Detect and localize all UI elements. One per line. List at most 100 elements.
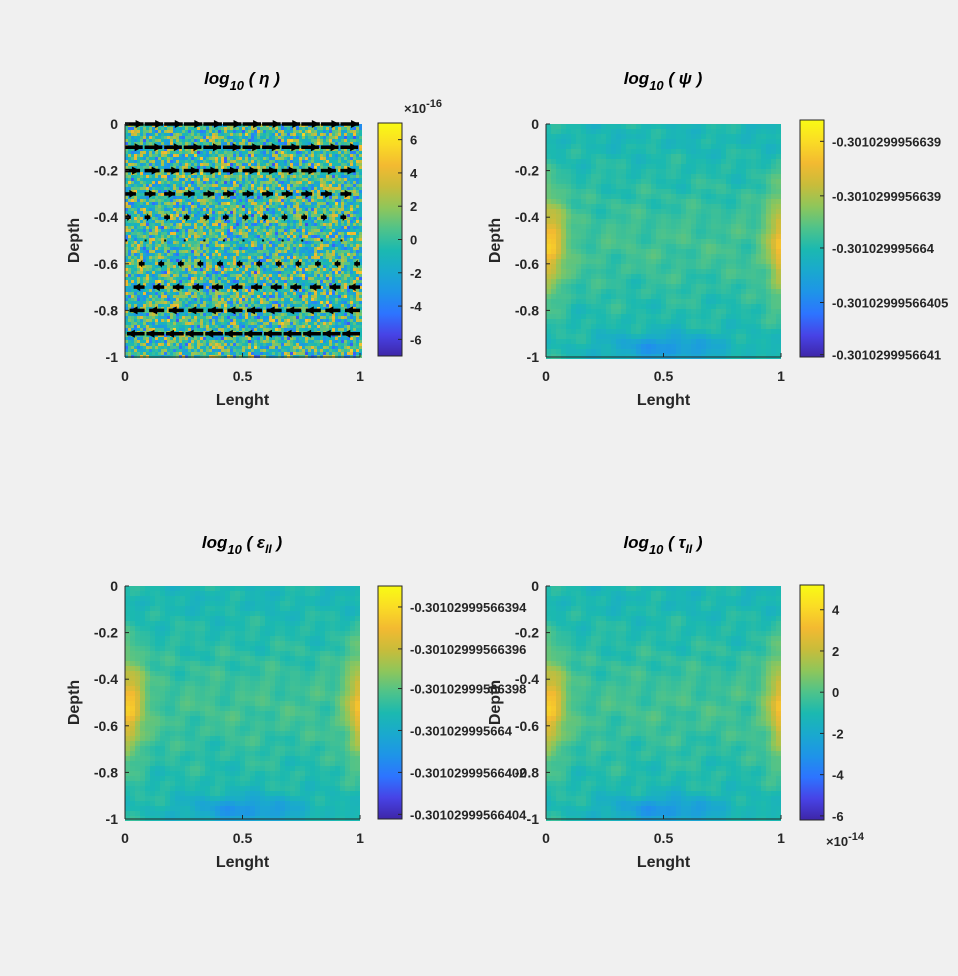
arrow-head — [205, 329, 214, 338]
heatmap-field — [125, 586, 360, 821]
arrow-head — [188, 306, 197, 315]
arrow — [183, 239, 186, 242]
arrow-head — [325, 189, 332, 198]
arrow-head — [194, 120, 203, 128]
x-axis-label: Lenght — [637, 392, 691, 409]
arrow — [125, 239, 127, 242]
arrow-head — [331, 120, 340, 128]
x-tick-label: 0 — [121, 830, 129, 846]
arrow-head — [311, 120, 320, 128]
arrow-head — [244, 213, 249, 222]
arrow-head — [263, 329, 272, 338]
arrow-head — [148, 189, 156, 198]
y-tick-label: -1 — [106, 811, 119, 827]
arrow-head — [211, 283, 219, 292]
arrow-head — [351, 120, 360, 128]
arrow-head — [305, 189, 313, 198]
panel-tau: 0 0.5 1 0 -0.2 -0.4 -0.6 -0.8 -1 Lenght Depth log10… — [487, 533, 865, 871]
arrow-head — [207, 306, 216, 315]
y-tick-label: -0.6 — [515, 718, 539, 734]
colorbar-tick-label: -4 — [410, 299, 422, 314]
colorbar-tick-label: -6 — [410, 332, 422, 347]
arrow-head — [283, 213, 288, 222]
x-tick-label: 1 — [777, 830, 785, 846]
arrow-head — [303, 213, 307, 222]
arrow-head — [288, 166, 297, 175]
arrow-head — [207, 189, 215, 198]
colorbar-tick-label: -2 — [410, 266, 422, 281]
axes: 0 0.5 1 0 -0.2 -0.4 -0.6 -0.8 -1 — [515, 116, 785, 384]
arrow-head — [213, 120, 222, 128]
heatmap-field — [546, 586, 781, 821]
arrow-head — [233, 120, 242, 128]
x-tick-label: 0.5 — [233, 368, 253, 384]
colorbar-tick-label: 0 — [410, 233, 417, 248]
colorbar: 6 4 2 0 -2 -4 -6 ×10-16 — [377, 98, 442, 357]
arrow-head — [158, 259, 162, 268]
arrow-head — [231, 283, 239, 292]
arrow-head — [236, 259, 241, 268]
arrow-head — [229, 166, 238, 175]
x-axis-label: Lenght — [216, 392, 270, 409]
y-axis-label: Depth — [66, 218, 83, 263]
y-tick-label: -0.6 — [515, 256, 539, 272]
arrow-head — [126, 329, 135, 338]
y-tick-label: -0.4 — [515, 671, 539, 687]
y-tick-label: -0.6 — [94, 718, 118, 734]
arrow-head — [232, 143, 241, 152]
panel-title: log10 ( τII ) — [623, 533, 702, 557]
colorbar-tick-label: -0.301029995664 — [410, 723, 513, 738]
arrow-head — [186, 213, 190, 222]
arrow-head — [344, 189, 352, 198]
y-tick-label: -0.2 — [515, 163, 539, 179]
y-tick-label: -0.8 — [94, 764, 118, 780]
arrow-head — [151, 166, 160, 175]
arrow-head — [251, 283, 258, 292]
arrow-head — [350, 143, 359, 152]
colorbar-tick-label: -0.3010299956641 — [832, 348, 941, 363]
x-axis-label: Lenght — [216, 854, 270, 871]
colorbar-tick-label: -0.301029995664 — [832, 241, 935, 256]
arrow-head — [295, 259, 299, 268]
arrow-head — [347, 166, 356, 175]
x-tick-label: 1 — [777, 368, 785, 384]
colorbar-exponent: ×10-14 — [826, 831, 865, 849]
arrow-head — [134, 143, 143, 152]
arrow-head — [266, 306, 275, 315]
arrow-head — [272, 120, 281, 128]
colorbar-tick-label: 4 — [410, 166, 418, 181]
arrow-head — [213, 143, 222, 152]
x-tick-label: 1 — [356, 830, 364, 846]
arrow — [203, 239, 206, 242]
y-tick-label: -0.8 — [94, 302, 118, 318]
colorbar-tick-label: 2 — [832, 644, 839, 659]
arrow-head — [185, 329, 194, 338]
panel-title: log10 ( εII ) — [202, 533, 283, 557]
arrow-head — [309, 283, 317, 292]
arrow-head — [174, 120, 183, 128]
arrow-head — [188, 189, 195, 198]
arrow — [242, 239, 245, 242]
arrow-head — [315, 259, 319, 268]
y-tick-label: -0.2 — [94, 163, 118, 179]
axes: 0 0.5 1 0 -0.2 -0.4 -0.6 -0.8 -1 — [515, 578, 785, 846]
colorbar: -0.30102999566394 -0.30102999566396 -0.301… — [377, 585, 527, 822]
arrow-head — [135, 120, 144, 128]
panel-psi: 0 0.5 1 0 -0.2 -0.4 -0.6 -0.8 -1 Lenght Depth log10… — [487, 69, 948, 409]
arrow-head — [252, 143, 261, 152]
y-tick-label: -1 — [106, 349, 119, 365]
arrow-head — [266, 189, 274, 198]
arrow-head — [308, 166, 317, 175]
arrow-head — [271, 143, 280, 152]
panel-eta: 0 0.5 1 0 -0.2 -0.4 -0.6 -0.8 -1 Lenght Depth log10… — [66, 69, 442, 409]
x-axis-label: Lenght — [637, 854, 691, 871]
y-tick-label: -0.6 — [94, 256, 118, 272]
quiver-arrows — [125, 120, 360, 338]
colorbar-tick-label: -0.3010299956639 — [832, 134, 941, 149]
x-tick-label: 0 — [542, 368, 550, 384]
arrow — [222, 239, 225, 242]
arrow-head — [269, 166, 278, 175]
arrow-head — [291, 143, 300, 152]
arrow — [301, 239, 304, 242]
colorbar-tick-label: -0.30102999566394 — [410, 600, 527, 615]
